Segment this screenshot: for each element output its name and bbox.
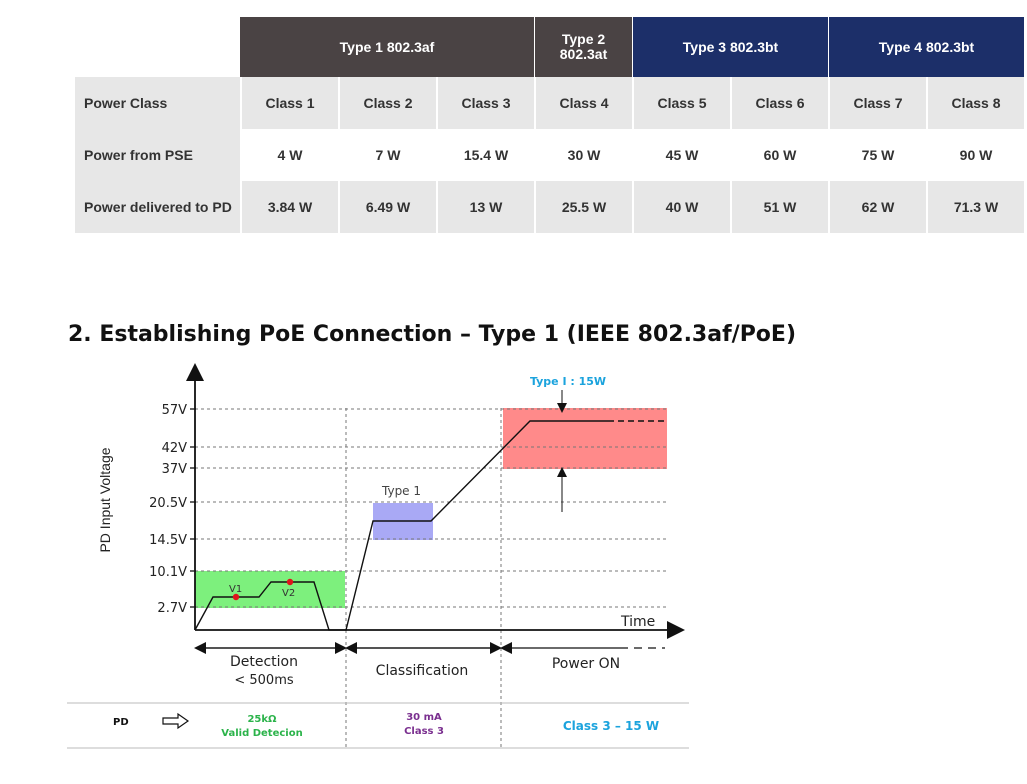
annotation-type1-15w: Type I : 15W: [530, 375, 606, 388]
type1-band-label: Type 1: [381, 484, 421, 498]
y-tick-label: 20.5V: [149, 496, 187, 511]
table-cell: 51 W: [730, 181, 828, 233]
pd-detection-line2: Valid Detecion: [221, 728, 302, 739]
y-ticks: [190, 408, 196, 608]
table-cell: Class 3: [436, 77, 534, 129]
x-axis-label: Time: [620, 614, 655, 630]
table-cell: 90 W: [926, 129, 1024, 181]
pd-label: PD: [113, 717, 129, 728]
v2-point: [286, 578, 294, 586]
v1-point: [232, 593, 240, 601]
table-cell: 7 W: [338, 129, 436, 181]
table-cell: Class 8: [926, 77, 1024, 129]
table-cell: 62 W: [828, 181, 926, 233]
v1-label: V1: [229, 584, 242, 595]
phase-sublabel-detection: < 500ms: [234, 673, 294, 688]
table-cell: Class 5: [632, 77, 730, 129]
poe-classes-table: Type 1 802.3af Type 2 802.3at Type 3 802…: [75, 17, 1024, 233]
table-header-row: Type 1 802.3af Type 2 802.3at Type 3 802…: [75, 17, 1024, 77]
row-label-power-from-pse: Power from PSE: [75, 129, 240, 181]
header-type1: Type 1 802.3af: [240, 17, 534, 77]
y-tick-label: 10.1V: [149, 565, 187, 580]
header-type3: Type 3 802.3bt: [632, 17, 828, 77]
section-title: 2. Establishing PoE Connection – Type 1 …: [68, 322, 797, 347]
v2-label: V2: [282, 588, 295, 599]
table-cell: Class 7: [828, 77, 926, 129]
y-tick-label: 57V: [162, 403, 188, 418]
table-corner: [75, 17, 240, 77]
voltage-trace: [194, 420, 608, 631]
table-cell: 60 W: [730, 129, 828, 181]
table-cell: 30 W: [534, 129, 632, 181]
header-type2-line2: 802.3at: [559, 46, 608, 62]
pd-classification-line1: 30 mA: [406, 712, 442, 723]
table-row: Power from PSE 4 W 7 W 15.4 W 30 W 45 W …: [75, 129, 1024, 181]
power-on-band: [503, 408, 667, 469]
table-cell: Class 4: [534, 77, 632, 129]
header-type2: Type 2 802.3at: [534, 17, 632, 77]
row-label-power-class: Power Class: [75, 77, 240, 129]
table-cell: 40 W: [632, 181, 730, 233]
table-cell: 15.4 W: [436, 129, 534, 181]
header-type4: Type 4 802.3bt: [828, 17, 1024, 77]
table-cell: 4 W: [240, 129, 338, 181]
table-cell: 71.3 W: [926, 181, 1024, 233]
detection-band: [195, 571, 345, 608]
y-tick-label: 37V: [162, 462, 188, 477]
phase-label-classification: Classification: [376, 663, 469, 679]
phase-dividers: [345, 408, 502, 748]
header-type2-line1: Type 2: [561, 31, 606, 47]
y-tick-label: 2.7V: [157, 601, 187, 616]
pd-detection-line1: 25kΩ: [247, 714, 277, 725]
right-arrow-icon: [162, 712, 190, 730]
pd-classification-line2: Class 3: [404, 726, 444, 737]
table-cell: Class 6: [730, 77, 828, 129]
table-cell: 75 W: [828, 129, 926, 181]
y-tick-label: 42V: [162, 441, 188, 456]
table-cell: 6.49 W: [338, 181, 436, 233]
table-cell: Class 1: [240, 77, 338, 129]
pd-power-on: Class 3 – 15 W: [563, 719, 659, 733]
phase-label-power-on: Power ON: [552, 656, 620, 672]
table-cell: 13 W: [436, 181, 534, 233]
gridlines: [195, 408, 667, 608]
table-cell: 25.5 W: [534, 181, 632, 233]
table-row: Power delivered to PD 3.84 W 6.49 W 13 W…: [75, 181, 1024, 233]
table-cell: 45 W: [632, 129, 730, 181]
table-row: Power Class Class 1 Class 2 Class 3 Clas…: [75, 77, 1024, 129]
y-tick-label: 14.5V: [149, 533, 187, 548]
row-label-power-delivered: Power delivered to PD: [75, 181, 240, 233]
phase-label-detection: Detection: [230, 654, 298, 670]
table-cell: 3.84 W: [240, 181, 338, 233]
table-cell: Class 2: [338, 77, 436, 129]
y-axis-label: PD Input Voltage: [97, 447, 113, 552]
